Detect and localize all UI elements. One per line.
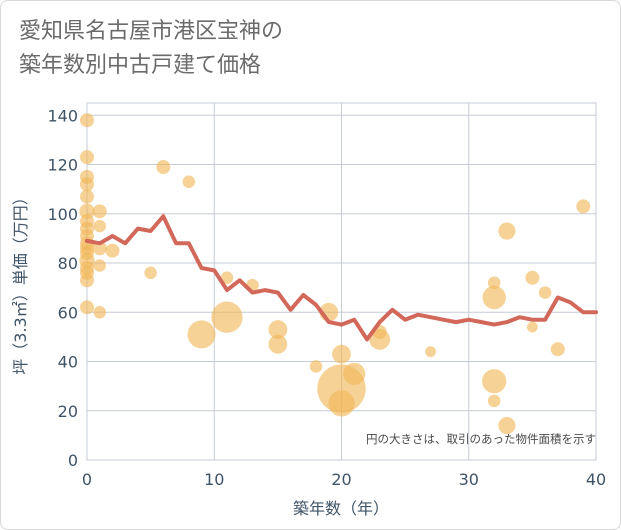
- bubble-point: [105, 243, 120, 258]
- bubble-point: [498, 222, 516, 240]
- bubble-point: [80, 177, 94, 192]
- bubble-point: [144, 266, 157, 280]
- bubble-point: [93, 306, 106, 319]
- bubble-point: [482, 369, 507, 394]
- y-tick-label: 140: [47, 106, 78, 125]
- y-tick-label: 100: [47, 205, 78, 224]
- x-tick-label: 0: [82, 470, 92, 489]
- bubble-point: [487, 276, 501, 289]
- bubble-point: [268, 320, 288, 339]
- bubble-point: [332, 344, 351, 364]
- bubble-point: [93, 219, 106, 233]
- bubble-point: [268, 334, 288, 354]
- y-tick-label: 40: [58, 353, 78, 372]
- bubble-size-note: 円の大きさは、取引のあった物件面積を示す: [366, 432, 596, 446]
- bubble-point: [80, 189, 94, 204]
- y-tick-label: 120: [47, 156, 78, 175]
- bubble-point: [80, 300, 94, 315]
- bubble-point: [576, 199, 591, 214]
- bubble-point: [487, 394, 501, 408]
- bubble-point: [538, 286, 552, 299]
- bubble-point: [309, 360, 323, 373]
- y-axis-label: 坪（3.3㎡）単価（万円）: [11, 189, 30, 374]
- bubble-point: [211, 301, 243, 333]
- bubble-point: [550, 342, 565, 357]
- x-tick-label: 10: [204, 470, 224, 489]
- bubble-point: [482, 285, 506, 310]
- bubble-point: [80, 150, 94, 165]
- x-tick-label: 40: [586, 470, 606, 489]
- y-tick-label: 60: [58, 303, 78, 322]
- bubble-point: [425, 346, 436, 358]
- bubble-point: [80, 273, 94, 288]
- x-tick-label: 20: [331, 470, 351, 489]
- bubble-point: [92, 204, 107, 219]
- bubble-point: [343, 362, 366, 385]
- bubble-series: [79, 113, 591, 435]
- bubble-point: [328, 390, 355, 417]
- y-tick-label: 80: [58, 254, 78, 273]
- bubble-point: [156, 160, 171, 175]
- bubble-point: [498, 416, 516, 435]
- bubble-point: [79, 203, 95, 219]
- bubble-point: [80, 113, 94, 128]
- bubble-point: [526, 321, 538, 333]
- axes: 0 10 20 30 40 0 20 40 60 80 100 120 140: [47, 106, 606, 489]
- bubble-point: [182, 175, 196, 189]
- chart-title-line-1: 愛知県名古屋市港区宝神の: [19, 19, 284, 44]
- bubble-point: [220, 271, 234, 285]
- trend-line-group: [85, 214, 598, 342]
- trend-line: [85, 214, 598, 342]
- bubble-point: [92, 241, 107, 256]
- bubble-point: [525, 270, 540, 285]
- y-tick-label: 20: [58, 402, 78, 421]
- x-axis-label: 築年数（年）: [293, 499, 389, 518]
- chart-title-line-2: 築年数別中古戸建て価格: [19, 53, 262, 78]
- x-tick-label: 30: [459, 470, 479, 489]
- chart-title: 愛知県名古屋市港区宝神の 築年数別中古戸建て価格: [19, 15, 283, 83]
- bubble-point: [93, 259, 106, 272]
- y-tick-label: 0: [68, 451, 78, 470]
- bubble-point: [187, 320, 216, 349]
